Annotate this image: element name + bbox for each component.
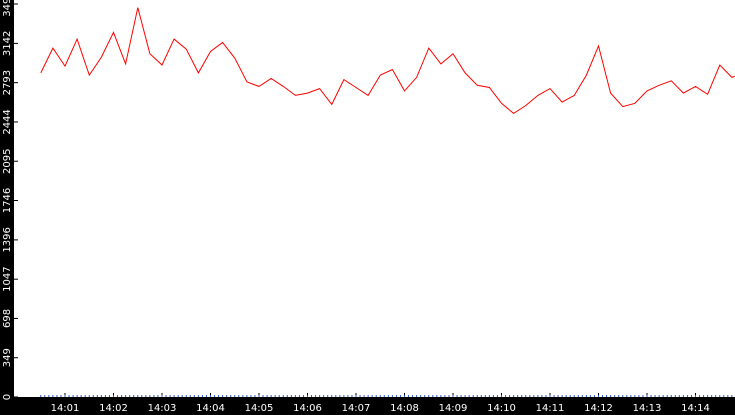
x-tick-label: 14:01	[51, 403, 80, 414]
plot-area	[14, 0, 735, 397]
y-tick-label: 3142	[2, 31, 13, 56]
x-tick-label: 14:09	[439, 403, 468, 414]
x-tick-label: 14:13	[633, 403, 662, 414]
series-line	[40, 7, 735, 115]
x-tick-label: 14:14	[681, 403, 710, 414]
series-group	[40, 7, 735, 115]
x-tick-label: 14:12	[584, 403, 613, 414]
y-tick-label: 1746	[2, 188, 13, 213]
x-tick-label: 14:04	[196, 403, 225, 414]
x-tick-label: 14:07	[342, 403, 371, 414]
x-tick-label: 14:08	[390, 403, 419, 414]
y-tick-label: 2793	[2, 70, 13, 95]
x-tick-label: 14:02	[99, 403, 128, 414]
x-axis-minor-ticks	[40, 395, 733, 397]
y-tick-label: 2095	[2, 148, 13, 173]
y-tick-label: 3492	[2, 0, 13, 17]
x-tick-label: 14:03	[148, 403, 177, 414]
x-axis-labels: 14:01 14:02 14:03 14:04 14:05 14:06 14:07 14:08…	[51, 403, 710, 414]
y-axis-ticks	[14, 3, 18, 398]
x-tick-label: 14:11	[536, 403, 565, 414]
x-tick-label: 14:05	[245, 403, 274, 414]
y-tick-label: 698	[2, 309, 13, 328]
y-tick-label: 349	[2, 348, 13, 367]
y-tick-label: 1047	[2, 266, 13, 291]
y-axis-labels: 0 349 698 1047 1396 1746 2095 2444 2793 3142 3492	[2, 0, 13, 400]
y-tick-label: 0	[2, 394, 13, 400]
y-tick-label: 2444	[2, 109, 13, 134]
x-tick-label: 14:10	[487, 403, 516, 414]
y-tick-label: 1396	[2, 227, 13, 252]
x-tick-label: 14:06	[293, 403, 322, 414]
